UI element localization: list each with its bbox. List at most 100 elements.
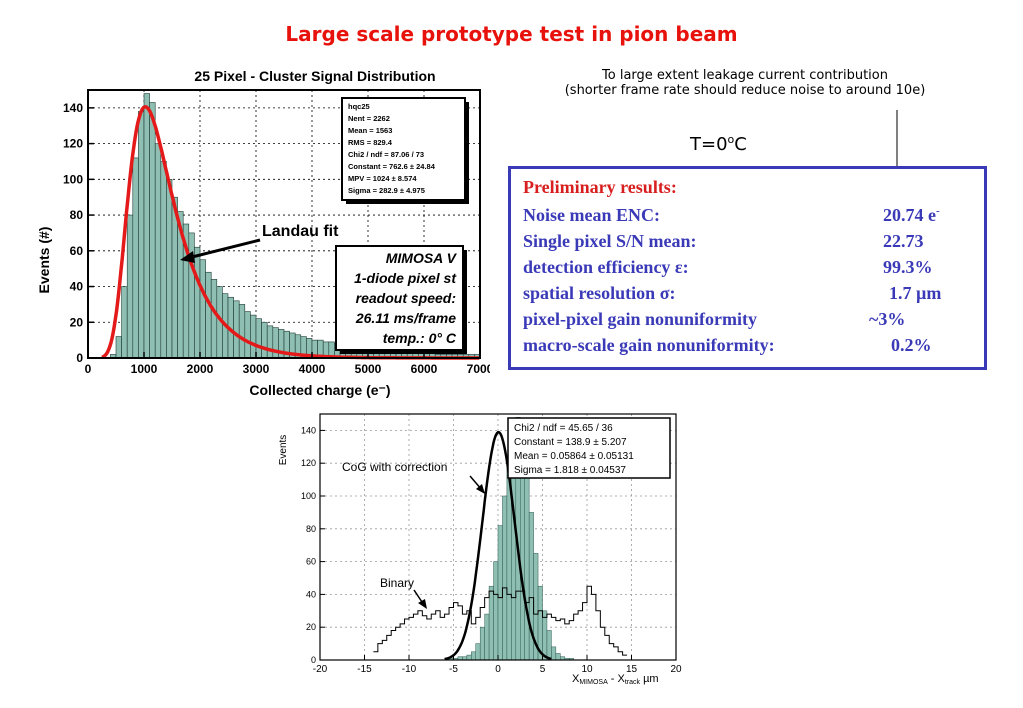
chart1-ylabel: Events (#) [36,227,52,294]
chart1-stats-line: MPV = 1024 ± 8.574 [348,174,417,183]
temperature-label: T=0oC [690,133,747,155]
chart1-bar [255,318,262,359]
chart1-ytick-label: 60 [70,244,84,258]
result-label-gain-pixel: pixel-pixel gain nonuniformity [523,309,758,329]
chart1-ytick-label: 80 [70,208,84,222]
chart1-ytick-label: 0 [76,351,83,365]
chart2-ytick-label: 140 [301,425,316,435]
chart1-bar [194,246,201,359]
chart1-stats-line: Nent = 2262 [348,114,390,123]
chart2-ytick-label: 20 [306,622,316,632]
chart1-ytick-label: 120 [63,137,83,151]
chart2-xtick-label: 15 [626,664,638,675]
chart1-bar [115,336,122,359]
chart1-fit-arrow [187,238,261,260]
chart2-xtick-label: -10 [402,664,417,675]
chart1-bar [143,93,150,359]
chart1-bar [210,279,218,359]
chart1-bar [199,259,206,359]
chart1-bar [250,314,257,359]
chart1-ytick-label: 40 [70,280,84,294]
chart1-y-ticks: 0 20 40 60 80 100 120 140 [63,101,94,365]
result-label-gain-macro: macro-scale gain nonuniformity: [523,335,775,355]
chart1-stats-line: hqc25 [348,102,370,111]
chart2-cog-bar [488,585,494,661]
chart2-xtick-label: -5 [449,664,458,675]
chart1-frame [87,89,481,359]
chart1-bar [121,286,128,359]
chart1-xtick-label: 5000 [355,362,382,376]
chart2-ytick-label: 0 [311,655,316,665]
chart2-xtick-label: -15 [357,664,372,675]
chart1-stats-line: Mean = 1563 [348,126,392,135]
chart1-bar [160,161,167,359]
chart2-xtick-label: 5 [540,664,546,675]
chart1-title: 25 Pixel - Cluster Signal Distribution [194,68,435,84]
chart2-cog-bar [493,561,499,661]
result-value-gain-macro: 0.2% [891,335,932,355]
chart1-bar [272,327,279,359]
chart2-cog-bar [466,654,472,661]
chart1-bar [166,179,173,359]
result-value-resolution: 1.7 µm [889,283,942,303]
chart1-bar [205,271,212,359]
chart1-bar [244,311,251,359]
slide-title: Large scale prototype test in pion beam [285,22,738,46]
chart2-xlabel: XMIMOSA - Xtrack µm [572,673,659,686]
chart1-bars [110,93,481,359]
chart1-bar [188,232,195,359]
chart1-stats-line: Constant = 762.6 ± 24.84 [348,162,436,171]
chart1-xlabel: Collected charge (e⁻) [249,382,390,398]
result-value-sn: 22.73 [883,231,924,251]
results-heading: Preliminary results: [523,177,677,197]
chart1-info-box: MIMOSA V 1-diode pixel st readout speed: 26… [335,245,467,354]
chart1-ytick-label: 20 [70,315,84,329]
result-label-sn: Single pixel S/N mean: [523,231,697,251]
temperature-degree: o [727,133,735,146]
chart2-stats-line: Mean = 0.05864 ± 0.05131 [514,451,634,462]
chart1-stats-line: Chi2 / ndf = 87.06 / 73 [348,150,424,159]
chart1-xtick-label: 1000 [131,362,158,376]
chart2-cog-bar [551,646,557,661]
chart2-binary-arrowhead [418,599,427,609]
chart2-xtick-label: -20 [313,664,328,675]
chart1-stats-line: RMS = 829.4 [348,138,393,147]
result-label-noise: Noise mean ENC: [523,205,660,225]
chart1-bar [238,304,246,359]
chart2-stats-line: Sigma = 1.818 ± 0.04537 [514,465,626,476]
chart2-cog-bar [502,495,508,661]
result-label-resolution: spatial resolution σ: [523,283,676,303]
chart1-bar [138,111,145,359]
chart1-bar [149,102,156,359]
chart2-x-ticks: -20 -15 -10 -5 0 5 10 15 20 [313,655,682,675]
chart2-gauss-curve [444,431,552,661]
chart2-stats-box: Chi2 / ndf = 45.65 / 36 Constant = 138.9 … [507,417,671,479]
chart1-fit-arrowhead [180,251,195,263]
chart1-xtick-label: 6000 [411,362,438,376]
chart2-binary-step [373,585,628,656]
chart2-ytick-label: 60 [306,557,316,567]
chart2-cog-arrowhead [476,484,485,494]
leakage-note: To large extent leakage current contribu… [510,68,980,98]
chart2-binary-label: Binary [380,576,414,590]
result-value-efficiency: 99.3% [883,257,933,277]
chart1-stats-line: Sigma = 282.9 ± 4.975 [348,186,425,195]
leakage-note-line1: To large extent leakage current contribu… [602,68,888,83]
chart1-ytick-label: 100 [63,172,83,186]
chart1-info-line: 1-diode pixel st [354,270,457,286]
chart1-stats-box: hqc25 Nent = 2262 Mean = 1563 RMS = 829.4 Ch… [341,97,469,204]
chart2-ytick-label: 100 [301,491,316,501]
chart2-cog-bar [475,643,481,661]
result-value-gain-pixel: ~3% [869,309,906,329]
result-label-efficiency: detection efficiency ε: [523,257,689,277]
chart2-binary-histogram [373,585,628,656]
chart2-ytick-label: 80 [306,524,316,534]
chart2-cog-bar [546,630,552,661]
chart2-ylabel: Events [278,435,289,466]
chart1-bar [126,214,134,359]
chart1-info-line: MIMOSA V [386,250,458,266]
chart2-fit-curve [444,431,552,661]
chart2-cog-label: CoG with correction [342,460,447,474]
chart1-bar [266,325,274,359]
chart1-xtick-label: 3000 [243,362,270,376]
